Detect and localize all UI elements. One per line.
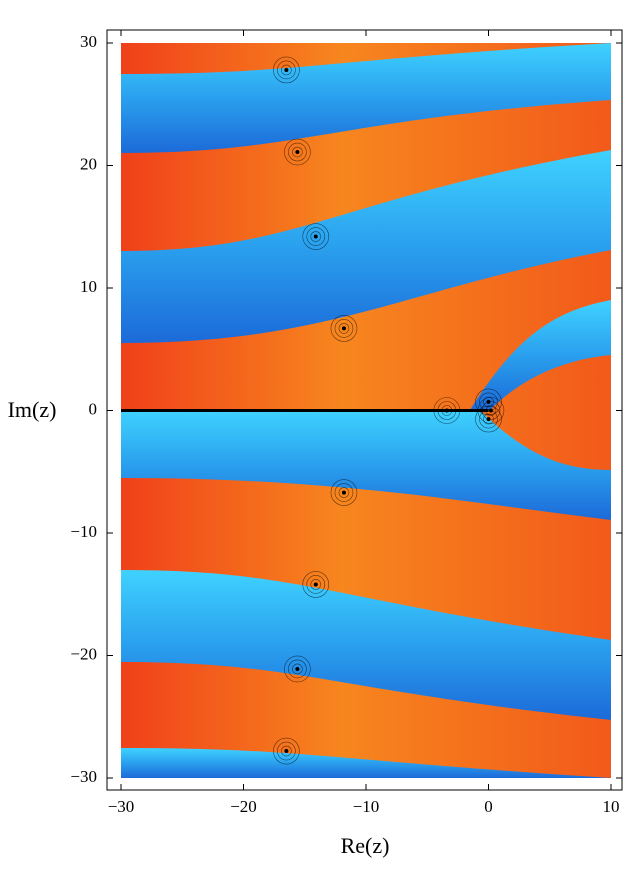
y-tick-label: 0 — [89, 399, 98, 418]
singular-point — [313, 582, 318, 587]
blue-band — [121, 748, 611, 778]
contour-ring — [288, 142, 307, 162]
contour-ring — [330, 479, 358, 506]
blue-band — [121, 570, 611, 720]
y-tick-label: −30 — [70, 767, 97, 786]
y-tick-label: 10 — [80, 277, 97, 296]
contour-ring — [288, 659, 307, 679]
contour-ring — [441, 405, 453, 416]
contour-ring — [334, 483, 354, 502]
contour-ring — [273, 56, 300, 84]
singular-point — [486, 417, 491, 422]
contour-ring — [281, 64, 292, 76]
contour-ring — [302, 571, 330, 598]
contour-ring — [483, 413, 494, 425]
x-axis-title: Re(z) — [341, 833, 390, 858]
contour-ring — [273, 737, 300, 765]
contour-ring — [310, 579, 322, 590]
contour-ring — [277, 741, 296, 761]
contour-ring — [481, 401, 501, 420]
contour-ring — [338, 323, 350, 334]
contour-ring — [306, 227, 326, 246]
contour-ring — [306, 575, 326, 594]
singular-point — [341, 326, 346, 331]
contour-ring — [292, 663, 303, 675]
contour-ring — [292, 146, 303, 158]
contour-ring — [433, 397, 461, 424]
x-tick-label: 0 — [484, 797, 493, 816]
blue-band — [121, 150, 611, 343]
contour-ring — [475, 405, 502, 433]
singular-point — [295, 150, 300, 155]
x-tick-label: −30 — [108, 797, 135, 816]
x-tick-label: 10 — [603, 797, 620, 816]
contour-ring — [302, 223, 330, 250]
singular-point — [444, 408, 449, 413]
x-tick-label: −10 — [353, 797, 380, 816]
singular-point — [284, 67, 289, 72]
singular-point — [313, 234, 318, 239]
blue-band — [470, 300, 611, 410]
blue-band — [121, 43, 611, 153]
x-tick-label: −20 — [230, 797, 257, 816]
y-tick-label: −10 — [70, 522, 97, 541]
contour-ring — [479, 409, 498, 429]
singular-point — [284, 749, 289, 754]
y-tick-label: 30 — [80, 32, 97, 51]
singular-point — [295, 666, 300, 671]
contour-ring — [310, 231, 322, 242]
contour-ring — [338, 487, 350, 498]
y-tick-label: −20 — [70, 644, 97, 663]
contour-ring — [330, 315, 358, 342]
blue-band — [121, 410, 611, 520]
contour-ring — [479, 392, 498, 412]
contour-ring — [284, 138, 311, 166]
contour-ring — [277, 60, 296, 80]
contour-ring — [437, 401, 457, 420]
contour-ring — [334, 319, 354, 338]
y-axis-title: Im(z) — [8, 397, 57, 422]
contour-ring — [281, 745, 292, 757]
contour-ring — [284, 655, 311, 683]
y-tick-label: 20 — [80, 154, 97, 173]
singular-point — [341, 490, 346, 495]
